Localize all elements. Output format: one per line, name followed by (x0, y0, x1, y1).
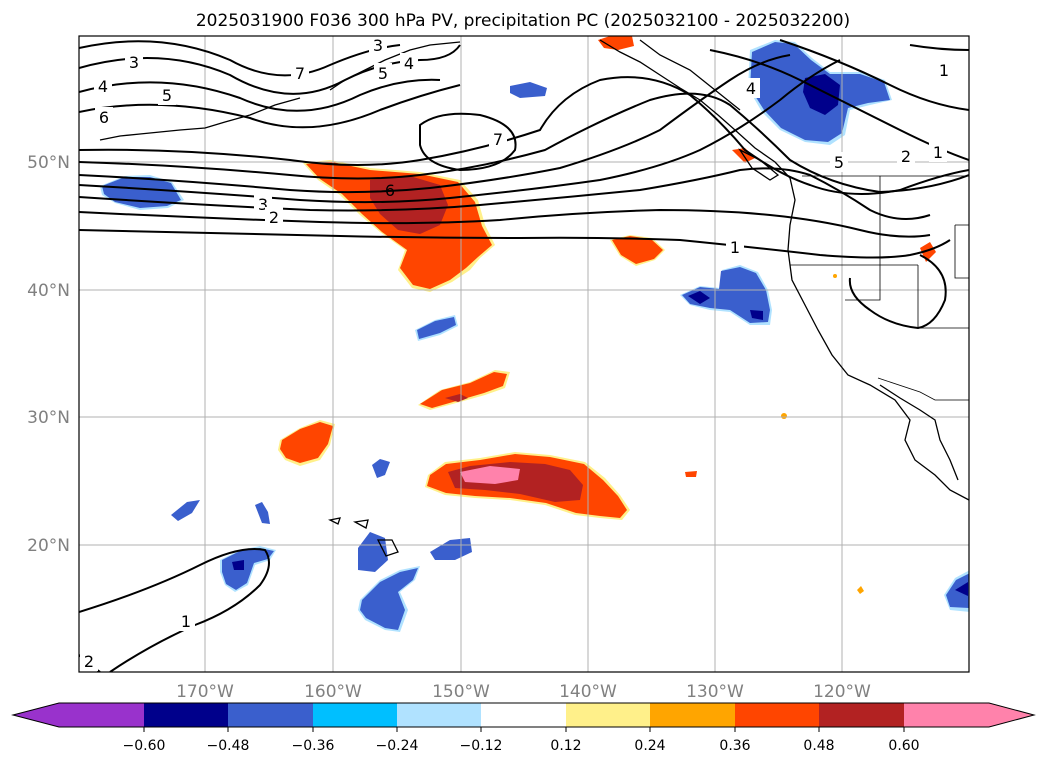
precip-neg-hawaii-n (358, 532, 388, 572)
colorbar-tick: −0.48 (207, 738, 250, 754)
lat-label: 40°N (27, 281, 70, 301)
contour-label: 5 (378, 64, 388, 83)
contour-label: 6 (99, 108, 109, 127)
lon-label: 170°W (176, 682, 234, 702)
map-frame (78, 35, 970, 673)
precip-negative-anomalies (100, 40, 969, 632)
contour-label: 3 (373, 36, 383, 55)
precip-positive-anomalies (278, 36, 936, 594)
contour-label: 4 (746, 79, 756, 98)
precip-neg-small-2 (171, 500, 200, 521)
contour-label: 1 (939, 61, 949, 80)
colorbar-tick: −0.36 (292, 738, 335, 754)
colorbar-tick: 0.48 (803, 738, 834, 754)
precip-dot-3 (857, 586, 864, 594)
contour-label: 5 (834, 153, 844, 172)
lon-label: 130°W (686, 682, 744, 702)
longitude-labels: 170°W 160°W 150°W 140°W 130°W 120°W (176, 682, 871, 702)
contour-label: 4 (404, 54, 414, 73)
contour-label: 6 (385, 181, 395, 200)
precip-neg-small-3 (255, 502, 270, 524)
colorbar-tick: −0.60 (123, 738, 166, 754)
colorbar-extend-min (13, 703, 59, 727)
contour-label: 3 (129, 53, 139, 72)
contour-label: 2 (269, 208, 279, 227)
contour-labels: 3 4 5 6 7 5 4 3 7 6 3 2 1 4 (80, 36, 953, 671)
contour-label: 1 (933, 143, 943, 162)
colorbar-tick: 0.60 (888, 738, 919, 754)
lat-label: 20°N (27, 536, 70, 556)
colorbar-extend-max (989, 703, 1034, 727)
precip-neg-small-1 (372, 459, 390, 478)
gridlines (79, 36, 969, 672)
latitude-labels: 50°N 40°N 30°N 20°N (27, 153, 70, 556)
contour-label: 7 (493, 130, 503, 149)
contour-label: 1 (730, 238, 740, 257)
lat-label: 30°N (27, 408, 70, 428)
contour-label: 3 (258, 195, 268, 214)
precip-dot-2 (781, 413, 787, 419)
colorbar-tick: −0.12 (460, 738, 503, 754)
colorbar-tick: 0.12 (550, 738, 581, 754)
contour-label: 5 (162, 86, 172, 105)
contour-label: 7 (295, 64, 305, 83)
lon-label: 160°W (304, 682, 362, 702)
contour-label: 2 (84, 652, 94, 671)
figure-title: 2025031900 F036 300 hPa PV, precipitatio… (196, 11, 850, 31)
contour-label: 4 (98, 77, 108, 96)
colorbar-tick: 0.24 (634, 738, 665, 754)
precip-patch-alaska (598, 36, 634, 50)
lon-label: 120°W (813, 682, 871, 702)
colorbar-tick: −0.24 (376, 738, 419, 754)
lon-label: 150°W (432, 682, 490, 702)
lat-label: 50°N (27, 153, 70, 173)
precip-dot-1 (685, 471, 697, 477)
contour-label: 2 (901, 147, 911, 166)
lon-label: 140°W (559, 682, 617, 702)
map-area: 3 4 5 6 7 5 4 3 7 6 3 2 1 4 (79, 36, 969, 672)
precip-neg-55n (510, 82, 547, 98)
colorbar-tick: 0.36 (719, 738, 750, 754)
contour-label: 1 (181, 612, 191, 631)
colorbar: −0.60 −0.48 −0.36 −0.24 −0.12 0.12 0.24 … (11, 702, 1036, 754)
